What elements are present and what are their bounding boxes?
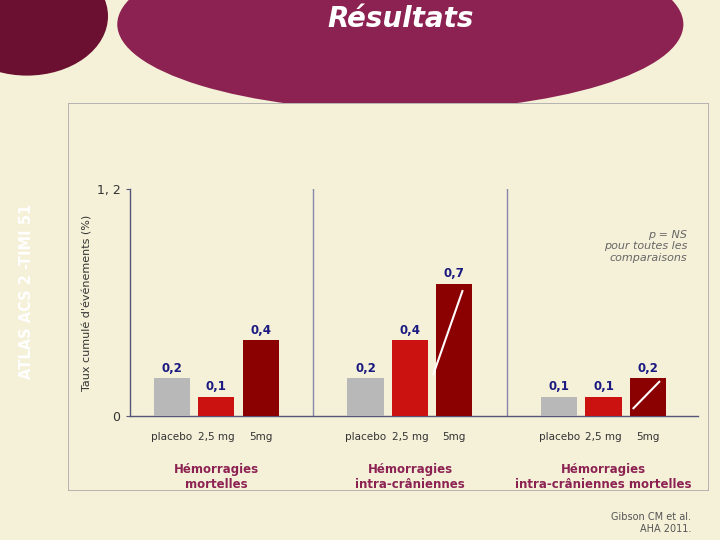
Text: Hémorragies
intra-crâniennes: Hémorragies intra-crâniennes: [355, 463, 465, 491]
Ellipse shape: [117, 0, 683, 111]
Ellipse shape: [0, 0, 108, 76]
Bar: [541, 397, 577, 416]
Bar: [154, 378, 190, 416]
Text: p = NS
pour toutes les
comparaisons: p = NS pour toutes les comparaisons: [603, 230, 687, 263]
Text: 5mg: 5mg: [249, 431, 272, 442]
Text: 5mg: 5mg: [443, 431, 466, 442]
Text: 0,4: 0,4: [251, 324, 271, 337]
Text: Hémorragies
intra-crâniennes mortelles: Hémorragies intra-crâniennes mortelles: [516, 463, 692, 491]
Text: Hémorragies majeures hors PAC: Hémorragies majeures hors PAC: [234, 71, 487, 85]
Text: placebo: placebo: [539, 431, 580, 442]
Bar: [348, 378, 384, 416]
Text: 2,5 mg: 2,5 mg: [585, 431, 622, 442]
Bar: [198, 397, 235, 416]
Text: 0,1: 0,1: [593, 381, 614, 394]
Bar: [392, 340, 428, 416]
FancyBboxPatch shape: [68, 103, 709, 491]
Text: 2,5 mg: 2,5 mg: [392, 431, 428, 442]
Text: Hémorragies
mortelles: Hémorragies mortelles: [174, 463, 259, 491]
Text: 0,4: 0,4: [400, 324, 420, 337]
Text: 0,7: 0,7: [444, 267, 465, 280]
Bar: [630, 378, 666, 416]
Text: 5mg: 5mg: [636, 431, 660, 442]
Text: 2,5 mg: 2,5 mg: [198, 431, 235, 442]
Text: Gibson CM et al.
AHA 2011.: Gibson CM et al. AHA 2011.: [611, 512, 691, 534]
Bar: [585, 397, 622, 416]
Text: 0,1: 0,1: [549, 381, 570, 394]
Text: Résultats: Résultats: [327, 5, 474, 33]
Bar: [243, 340, 279, 416]
Text: placebo: placebo: [345, 431, 386, 442]
Bar: [436, 284, 472, 416]
Text: 0,2: 0,2: [355, 362, 376, 375]
Text: 0,2: 0,2: [161, 362, 182, 375]
Text: ATLAS ACS 2 -TIMI 51: ATLAS ACS 2 -TIMI 51: [19, 204, 35, 379]
Text: 0,2: 0,2: [637, 362, 658, 375]
Text: placebo: placebo: [151, 431, 192, 442]
Y-axis label: Taux cumulé d'événements (%): Taux cumulé d'événements (%): [83, 214, 93, 390]
Text: 0,1: 0,1: [206, 381, 227, 394]
